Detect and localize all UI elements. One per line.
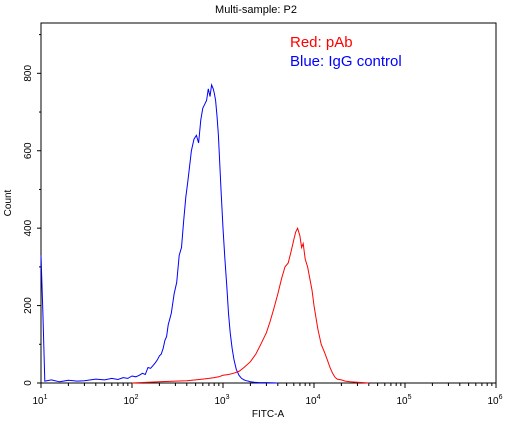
plot-frame <box>40 22 497 384</box>
legend-red-pab: Red: pAb <box>290 34 353 51</box>
y-tick-label: 400 <box>23 219 34 236</box>
y-tick-label: 0 <box>23 380 34 386</box>
x-axis-label: FITC-A <box>252 409 285 420</box>
series-line-red <box>131 226 369 384</box>
x-tick-label: 105 <box>396 394 411 407</box>
y-axis: 0 200 400 600 800 <box>23 34 41 386</box>
x-tick-label: 103 <box>214 394 229 407</box>
x-tick-label: 104 <box>305 394 320 407</box>
y-tick-label: 800 <box>23 65 34 82</box>
chart-title: Multi-sample: P2 <box>215 4 297 16</box>
legend-blue-igg-control: Blue: IgG control <box>290 53 402 70</box>
x-tick-label: 106 <box>487 394 502 407</box>
y-tick-label: 600 <box>23 142 34 159</box>
y-axis-label: Count <box>3 189 14 216</box>
series-line-blue <box>40 82 278 384</box>
y-tick-label: 200 <box>23 297 34 314</box>
x-tick-label: 102 <box>123 394 138 407</box>
x-axis: 101 102 103 104 105 106 <box>32 383 503 407</box>
series-layer <box>40 82 369 384</box>
x-tick-label: 101 <box>32 394 47 407</box>
